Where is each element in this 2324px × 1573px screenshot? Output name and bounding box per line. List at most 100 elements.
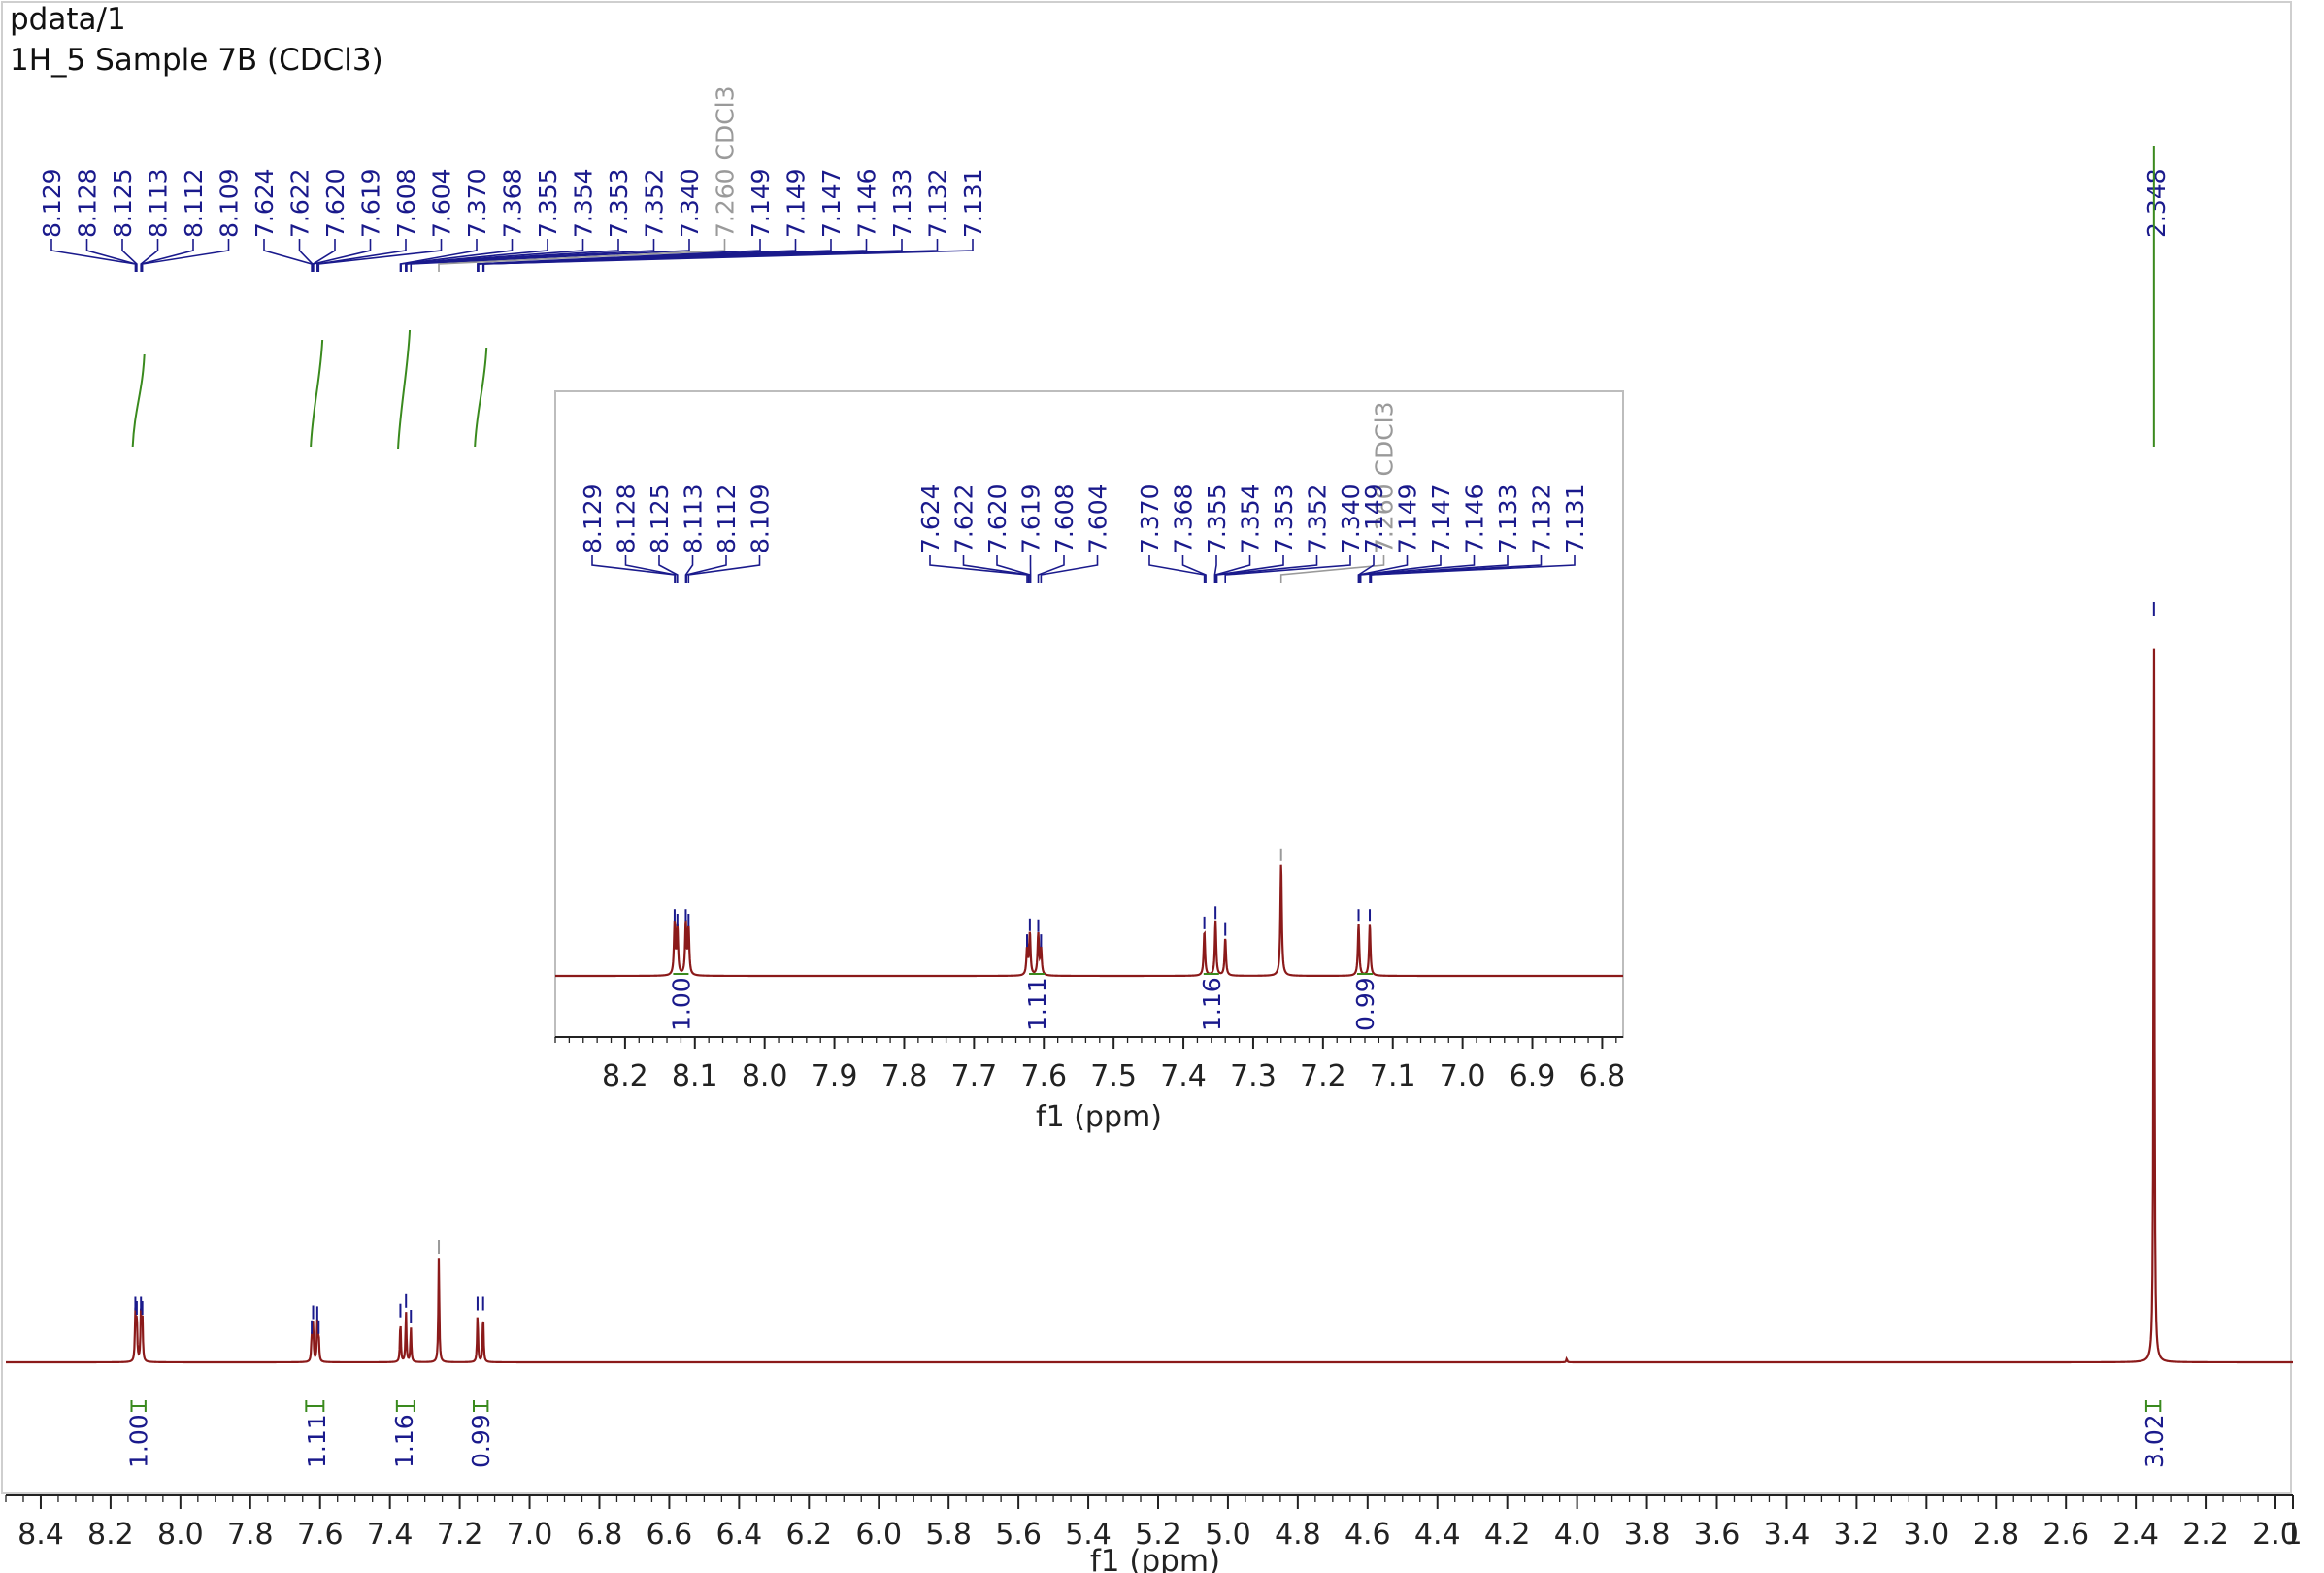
inset-integral-value: 1.16: [1198, 977, 1226, 1031]
peak-label: 7.624: [250, 168, 279, 238]
integral-value: 1.11: [303, 1414, 331, 1468]
peak-label: 7.146: [853, 168, 881, 238]
inset-peak-label: 7.354: [1237, 484, 1265, 553]
x-tick-label: 3.0: [1903, 1518, 1949, 1552]
inset-peak-label: 8.128: [613, 484, 641, 553]
peak-leader: [316, 239, 407, 272]
inset-peak-leader: [1279, 555, 1385, 583]
integral-value: 1.00: [125, 1414, 153, 1468]
inset-peak-leader: [1040, 555, 1099, 583]
inset-peak-label: 8.109: [747, 484, 775, 553]
inset-x-tick-label: 6.9: [1510, 1059, 1556, 1093]
peak-label: 7.368: [499, 168, 527, 238]
integral-curve: [310, 339, 324, 448]
inset-x-tick-label: 8.0: [742, 1059, 788, 1093]
inset-peak-label: 7.132: [1528, 484, 1556, 553]
inset-peak-label: 7.370: [1136, 484, 1164, 553]
peak-label: 7.370: [463, 168, 491, 238]
peak-leader: [406, 239, 655, 272]
inset-peak-label: 7.620: [983, 484, 1012, 553]
inset-peak-label: 8.112: [713, 484, 741, 553]
peak-label: 7.352: [641, 168, 669, 238]
x-tick-label: 6.6: [647, 1518, 693, 1552]
inset-peak-label: 7.624: [916, 484, 945, 553]
inset-peak-label: 7.149: [1394, 484, 1422, 553]
inset-peak-leader: [1370, 555, 1576, 583]
inset-integral-value: 0.99: [1351, 977, 1379, 1031]
inset-peak-label: 8.125: [646, 484, 674, 553]
x-tick-label: 4.8: [1275, 1518, 1321, 1552]
x-tick-label: 7.2: [437, 1518, 483, 1552]
integral-curve: [397, 329, 412, 450]
inset-x-tick-label: 7.0: [1440, 1059, 1486, 1093]
peak-label: 7.620: [321, 168, 349, 238]
inset-peak-leader: [658, 555, 679, 583]
peak-label: 7.355: [534, 168, 562, 238]
peak-leader: [140, 239, 159, 272]
inset-peak-label: 7.604: [1084, 484, 1112, 553]
inset-peak-label: 7.619: [1017, 484, 1046, 553]
peak-leader: [312, 239, 336, 272]
inset-integral-value: 1.00: [667, 977, 695, 1031]
x-tick-label: 1: [2283, 1518, 2302, 1552]
inset-peak-leader: [687, 555, 761, 583]
inset-peak-label: 7.147: [1427, 484, 1455, 553]
inset-peak-leader: [1181, 555, 1207, 583]
x-tick-label: 8.4: [17, 1518, 64, 1552]
inset-peak-leader: [1148, 555, 1206, 583]
x-tick-label: 4.2: [1484, 1518, 1531, 1552]
peak-leader: [438, 239, 726, 272]
peak-label: 8.125: [109, 168, 137, 238]
peak-label: 8.113: [145, 168, 173, 238]
inset-peak-label: 7.355: [1203, 484, 1231, 553]
peak-leader: [141, 239, 230, 272]
peak-label: 7.340: [676, 168, 704, 238]
x-tick-label: 2.4: [2112, 1518, 2159, 1552]
x-tick-label: 6.8: [577, 1518, 623, 1552]
x-tick-label: 8.2: [87, 1518, 134, 1552]
inset-x-tick-label: 7.5: [1090, 1059, 1137, 1093]
x-tick-label: 5.2: [1135, 1518, 1181, 1552]
x-tick-label: 3.6: [1694, 1518, 1741, 1552]
peak-label: 7.622: [286, 168, 315, 238]
peak-label: 7.132: [924, 168, 952, 238]
peak-leader: [85, 239, 137, 272]
inset-x-tick-label: 7.4: [1160, 1059, 1207, 1093]
inset-peak-leader: [1359, 555, 1476, 583]
peak-label: 7.149: [747, 168, 775, 238]
inset-peak-leader: [1037, 555, 1065, 583]
inset-peak-label: 7.340: [1337, 484, 1365, 553]
header-pdata: pdata/1: [10, 2, 126, 37]
spectrum-trace: [6, 648, 2293, 1364]
peak-leader: [410, 239, 690, 272]
inset-peak-leader: [1215, 555, 1318, 583]
inset-x-tick-label: 7.3: [1230, 1059, 1277, 1093]
inset-peak-label: 8.129: [579, 484, 607, 553]
integral-value: 1.16: [390, 1414, 418, 1468]
integral-curve: [131, 353, 146, 448]
x-tick-label: 2.0: [2252, 1518, 2299, 1552]
inset-peak-leader: [1224, 555, 1351, 583]
peak-label: 7.149: [782, 168, 811, 238]
x-tick-label: 2.8: [1973, 1518, 2019, 1552]
inset-frame: [554, 390, 1624, 1038]
x-tick-label: 3.4: [1764, 1518, 1810, 1552]
integral-value: 0.99: [467, 1414, 495, 1468]
x-tick-label: 5.4: [1065, 1518, 1112, 1552]
inset-peak-label: 7.353: [1270, 484, 1298, 553]
inset-x-tick-label: 7.7: [951, 1059, 998, 1093]
peak-label: 7.619: [357, 168, 385, 238]
x-tick-label: 5.0: [1205, 1518, 1251, 1552]
x-tick-label: 4.4: [1414, 1518, 1461, 1552]
peak-leader: [313, 239, 372, 272]
peak-label: 7.604: [428, 168, 456, 238]
inset-peak-leader: [624, 555, 677, 583]
peak-leader: [317, 239, 443, 272]
inset-peak-leader: [929, 555, 1028, 583]
x-tick-label: 5.6: [995, 1518, 1042, 1552]
inset-peak-label: 7.622: [950, 484, 979, 553]
peak-label: 8.112: [180, 168, 208, 238]
peak-label: 7.133: [888, 168, 916, 238]
peak-label: 7.131: [959, 168, 987, 238]
